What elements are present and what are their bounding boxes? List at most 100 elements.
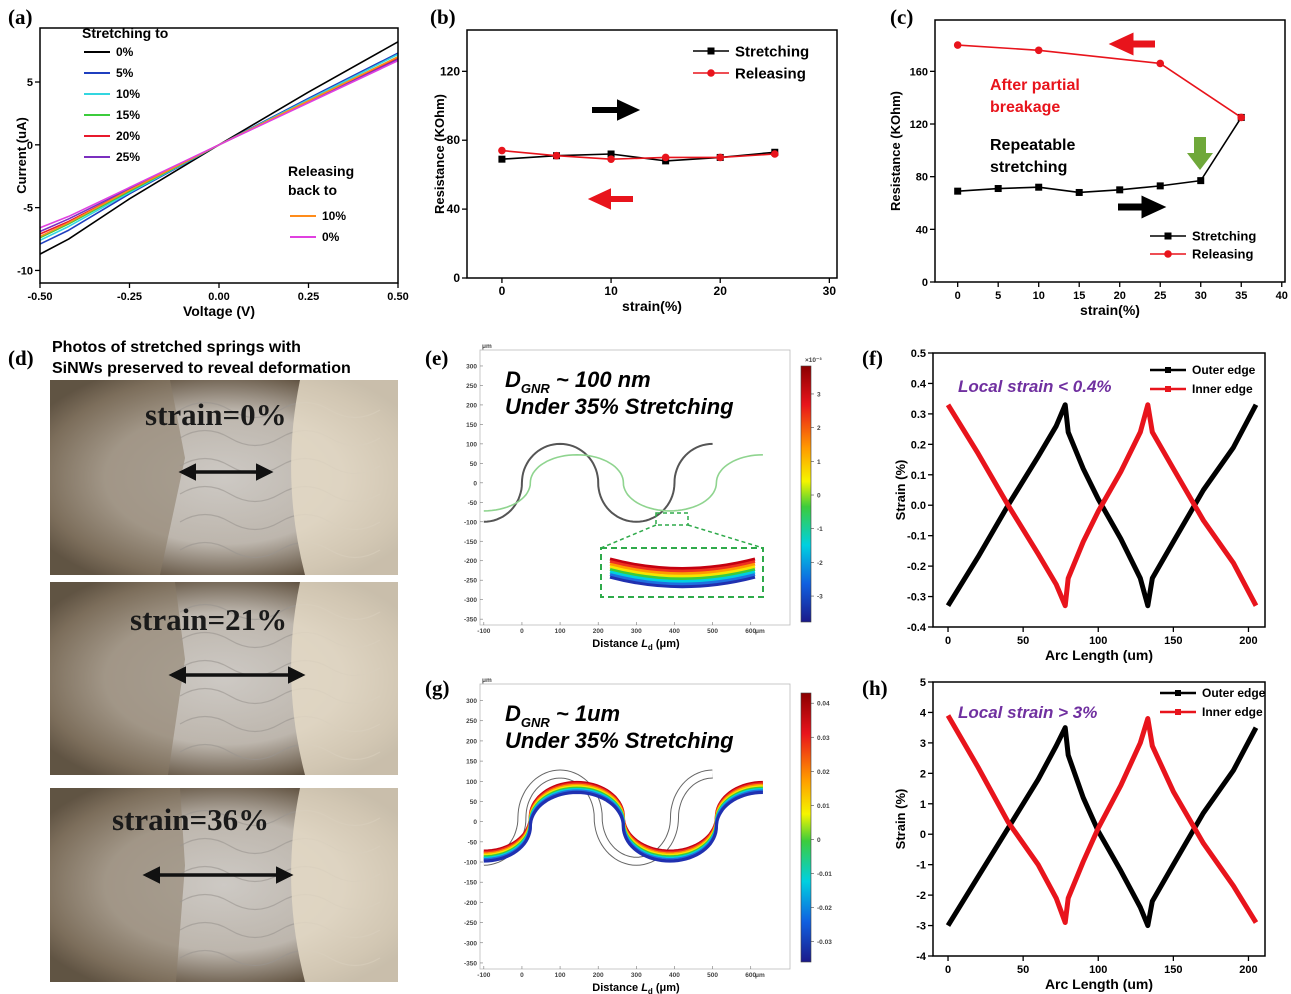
- y-tick-label: -1: [916, 860, 926, 872]
- colorbar-tick-label: -2: [817, 560, 823, 567]
- x-label-sub: d: [648, 643, 653, 652]
- y-tick-label: -150: [464, 539, 477, 546]
- x-tick-label: 100: [555, 628, 566, 635]
- y-axis-label: Strain (%): [893, 460, 908, 521]
- x-tick-label: 300: [631, 972, 642, 979]
- marker: [607, 155, 615, 163]
- plot-frame: [934, 19, 1286, 283]
- sim-title-part: D: [505, 367, 521, 392]
- y-tick-label: 0.2: [911, 439, 926, 451]
- colorbar: [800, 692, 812, 963]
- x-axis-label: strain(%): [622, 298, 682, 314]
- photo-texture: [291, 788, 398, 982]
- y-tick-label: -100: [464, 860, 477, 867]
- y-tick-label: -3: [916, 921, 926, 933]
- y-tick-label: 100: [466, 441, 477, 448]
- panel-label: (d): [8, 346, 34, 370]
- sim-title: Under 35% Stretching: [505, 394, 734, 419]
- legend-label: Outer edge: [1202, 686, 1266, 700]
- legend-label: 25%: [116, 150, 140, 164]
- y-tick-label: 5: [920, 677, 926, 689]
- x-tick-label: 200: [593, 628, 604, 635]
- annotation: After partial: [990, 77, 1080, 94]
- photo-texture: [291, 582, 398, 775]
- y-tick-label: -150: [464, 880, 477, 887]
- colorbar-unit: ×10⁻³: [805, 357, 822, 364]
- x-tick-label: 600: [745, 628, 756, 635]
- y-tick-label: 250: [466, 383, 477, 390]
- y-axis-label: Current (uA): [14, 117, 29, 194]
- x-tick-label: -0.50: [27, 291, 52, 303]
- y-tick-label: -2: [916, 890, 926, 902]
- legend-marker: [1164, 250, 1172, 258]
- direction-arrow: [592, 99, 641, 121]
- spring-original: [483, 770, 713, 865]
- x-tick-label: 0.25: [298, 291, 319, 303]
- x-tick-label: 100: [555, 972, 566, 979]
- colorbar-tick-label: 2: [817, 425, 821, 432]
- photo-texture: [50, 380, 185, 575]
- x-tick-label: 30: [1195, 290, 1207, 302]
- legend-label: Inner edge: [1202, 705, 1263, 719]
- legend-label: Outer edge: [1192, 363, 1256, 377]
- legend-marker: [707, 47, 715, 55]
- x-label-part: Distance: [592, 982, 641, 994]
- annotation: Local strain > 3%: [958, 703, 1097, 722]
- legend-title: back to: [288, 182, 337, 198]
- panel-label: (g): [425, 676, 450, 700]
- x-tick-label: 150: [1164, 964, 1182, 976]
- strain-band: [483, 790, 763, 863]
- spring-original: [483, 442, 713, 523]
- colorbar-tick-label: 0: [817, 837, 821, 844]
- panel-label: (f): [862, 346, 883, 370]
- strain-band: [609, 573, 756, 586]
- marker: [498, 146, 506, 155]
- x-label-part: L: [641, 982, 648, 994]
- plot-frame: [932, 681, 1266, 957]
- x-label-part: (μm): [653, 982, 680, 994]
- y-axis-label: Resistance (KOhm): [888, 91, 903, 211]
- y-tick-label: 40: [916, 224, 928, 236]
- y-tick-label: 80: [447, 133, 461, 147]
- x-tick-label: 50: [1017, 635, 1029, 647]
- annotation: breakage: [990, 99, 1060, 116]
- marker: [1116, 186, 1124, 194]
- panel-label: (h): [862, 676, 888, 700]
- x-tick-label: 0: [945, 635, 951, 647]
- colorbar: [800, 365, 812, 623]
- y-tick-label: -250: [464, 578, 477, 585]
- colorbar-tick-label: -1: [817, 526, 823, 533]
- sim-title: DGNR ~ 1um: [505, 701, 620, 730]
- annotation: stretching: [990, 159, 1067, 176]
- marker: [716, 153, 725, 162]
- y-tick-label: 0: [27, 140, 33, 152]
- marker: [552, 151, 561, 160]
- marker: [498, 155, 506, 163]
- plot-frame: [39, 27, 399, 284]
- legend-label: Inner edge: [1192, 382, 1253, 396]
- y-tick-label: -100: [464, 519, 477, 526]
- x-tick-label: 0: [499, 284, 506, 298]
- panel-label: (e): [425, 346, 448, 370]
- x-tick-label: 25: [1154, 290, 1166, 302]
- marker: [770, 150, 779, 158]
- x-axis-label: Distance Ld (μm): [592, 638, 680, 652]
- y-tick-label: 0: [453, 271, 460, 285]
- y-tick-label: 120: [440, 64, 460, 78]
- y-tick-label: 0.0: [911, 500, 926, 512]
- series-line: [945, 725, 1259, 929]
- x-tick-label: 100: [1089, 964, 1107, 976]
- marker: [1034, 46, 1043, 55]
- y-tick-label: -200: [464, 900, 477, 907]
- x-tick-label: -100: [477, 628, 490, 635]
- y-tick-label: -5: [23, 203, 33, 215]
- series-line: [957, 44, 1242, 119]
- legend-marker: [1164, 232, 1172, 240]
- x-axis-label: Arc Length (um): [1045, 647, 1153, 663]
- strain-label: strain=21%: [130, 602, 287, 637]
- x-tick-label: 600: [745, 972, 756, 979]
- y-tick-label: -350: [464, 960, 477, 967]
- x-tick-label: -0.25: [117, 291, 142, 303]
- y-tick-label: 50: [470, 799, 478, 806]
